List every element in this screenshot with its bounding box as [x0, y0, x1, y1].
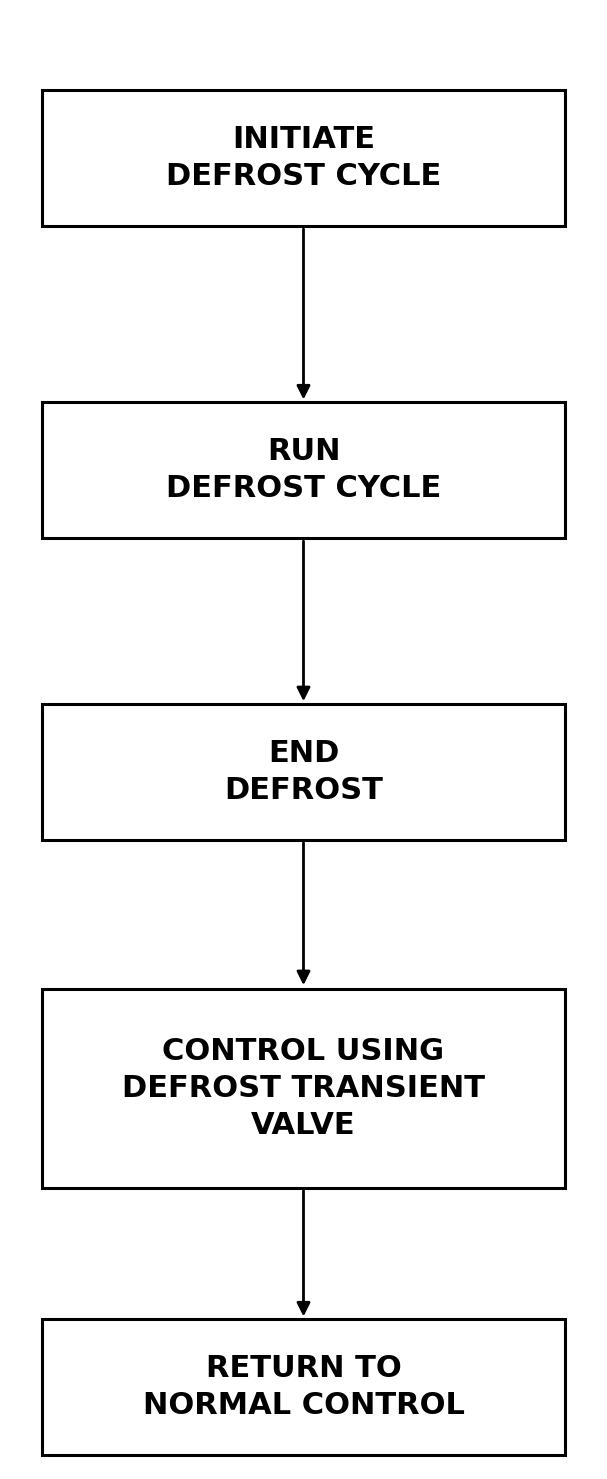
Text: RETURN TO
NORMAL CONTROL: RETURN TO NORMAL CONTROL — [143, 1355, 464, 1420]
Text: INITIATE
DEFROST CYCLE: INITIATE DEFROST CYCLE — [166, 126, 441, 191]
Bar — [42, 988, 565, 1189]
Text: END
DEFROST: END DEFROST — [224, 740, 383, 805]
Bar — [42, 90, 565, 226]
Text: CONTROL USING
DEFROST TRANSIENT
VALVE: CONTROL USING DEFROST TRANSIENT VALVE — [122, 1037, 485, 1140]
Text: RUN
DEFROST CYCLE: RUN DEFROST CYCLE — [166, 438, 441, 503]
Bar — [42, 1319, 565, 1455]
Bar — [42, 704, 565, 840]
Bar — [42, 402, 565, 538]
